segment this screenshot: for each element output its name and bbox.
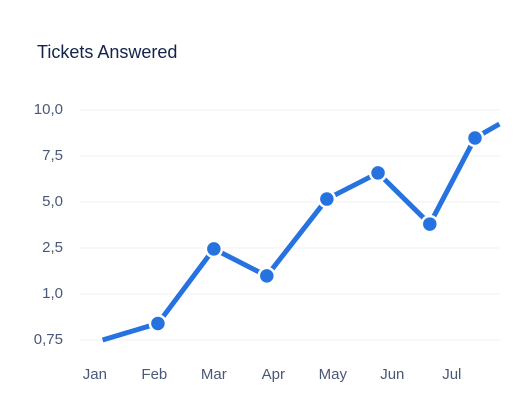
y-tick-label: 7,5 [42,147,63,164]
point [257,266,277,286]
point [317,189,337,209]
x-tick-label: May [319,366,348,383]
x-tick-label: Feb [141,366,167,383]
y-tick-label: 1,0 [42,285,63,302]
point [420,214,440,234]
x-tick-label: Jan [83,366,107,383]
y-tick-label: 5,0 [42,193,63,210]
x-tick-label: Jul [442,366,461,383]
x-tick-label: Mar [201,366,227,383]
y-tick-label: 0,75 [34,331,63,348]
chart-title: Tickets Answered [37,42,177,62]
point [204,239,224,259]
x-tick-label: Jun [380,366,404,383]
x-tick-label: Apr [262,366,285,383]
y-tick-label: 2,5 [42,239,63,256]
point [368,163,388,183]
y-tick-label: 10,0 [34,101,63,118]
point [465,128,485,148]
point [148,314,168,333]
